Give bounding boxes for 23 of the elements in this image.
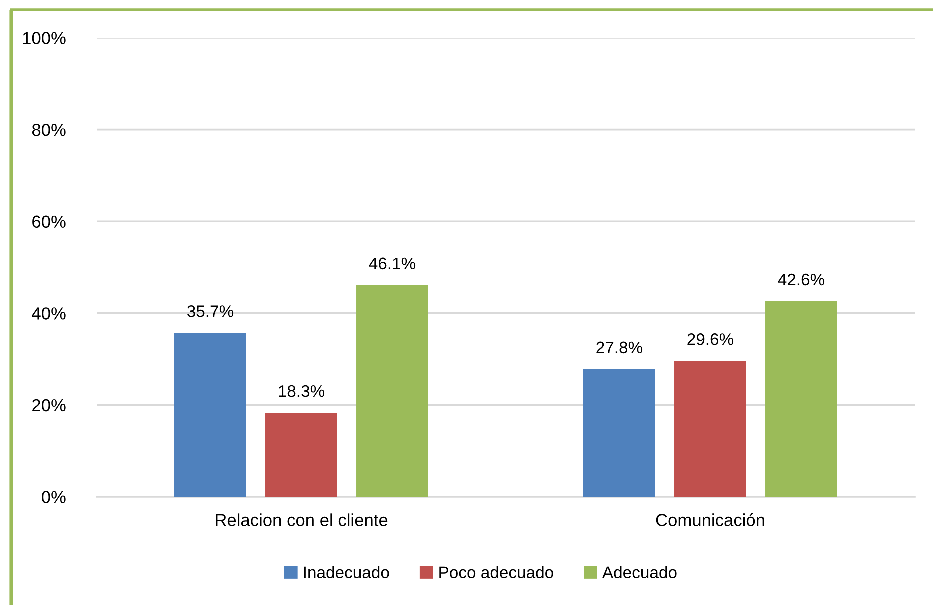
data-label: 27.8% xyxy=(596,342,643,354)
y-tick-label: 80% xyxy=(32,124,66,136)
bar xyxy=(266,413,338,497)
bar xyxy=(584,369,656,497)
data-label: 29.6% xyxy=(688,334,734,346)
bar xyxy=(174,333,246,497)
x-tick-label: Comunicación xyxy=(656,513,764,526)
y-tick-label: 20% xyxy=(32,399,66,412)
data-label: 35.7% xyxy=(188,306,234,318)
legend-label: Poco adecuado xyxy=(440,566,554,579)
legend-label: Inadecuado xyxy=(304,566,390,579)
legend-label: Adecuado xyxy=(602,566,677,579)
y-tick-label: 40% xyxy=(32,308,66,320)
y-tick-label: 60% xyxy=(32,216,66,228)
data-label: 46.1% xyxy=(369,258,416,270)
y-tick-label: 100% xyxy=(23,32,66,44)
data-label: 42.6% xyxy=(778,274,825,286)
bar xyxy=(674,361,746,497)
bar xyxy=(766,301,838,497)
x-tick-label: Relacion con el cliente xyxy=(216,514,388,526)
data-label: 18.3% xyxy=(279,385,325,398)
y-tick-label: 0% xyxy=(42,491,66,504)
bar xyxy=(356,285,428,497)
